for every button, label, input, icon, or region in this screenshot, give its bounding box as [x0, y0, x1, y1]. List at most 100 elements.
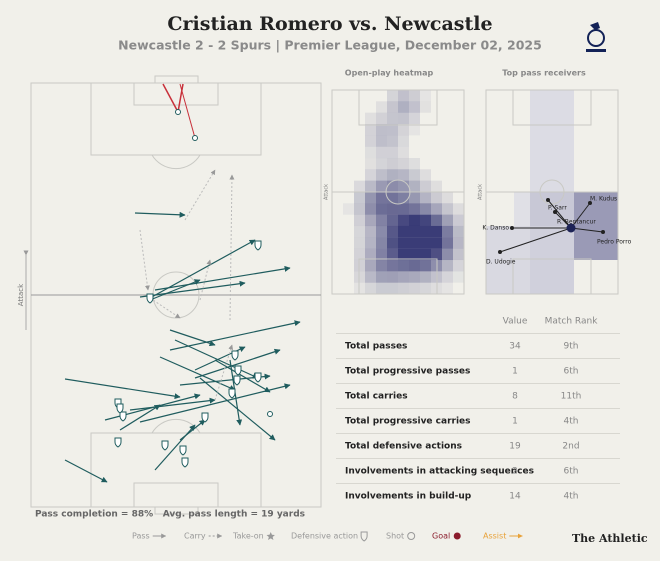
receiver-zones — [486, 90, 618, 294]
heat-cell — [387, 123, 398, 136]
heat-cell — [420, 203, 431, 215]
heat-cell — [376, 135, 387, 147]
heat-cell — [365, 237, 376, 249]
heat-cell — [376, 214, 387, 227]
heat-cell — [354, 248, 365, 261]
heat-cell — [387, 169, 398, 181]
heat-cell — [387, 259, 398, 272]
heat-cell — [387, 146, 398, 159]
row-rank: 4th — [564, 492, 579, 502]
pass — [129, 397, 216, 411]
direction-label: Attack — [324, 184, 330, 200]
heat-cell — [376, 112, 387, 125]
heat-cell — [376, 157, 387, 170]
legend-label: Shot — [386, 532, 404, 541]
shot — [175, 109, 181, 115]
heat-cell — [409, 248, 420, 261]
pass-link — [499, 227, 572, 253]
heat-cell — [398, 112, 409, 125]
heat-cell — [354, 203, 365, 215]
row-label: Involvements in build-up — [345, 492, 472, 502]
heat-cell — [387, 271, 398, 283]
heat-cell — [354, 180, 365, 193]
heat-cell — [398, 237, 409, 249]
defensive-action — [179, 445, 187, 456]
column-header: Value — [503, 317, 528, 327]
club-crest — [586, 22, 606, 52]
heat-cell — [442, 259, 453, 272]
heat-cell — [387, 112, 398, 125]
receiver-node — [601, 230, 605, 234]
heat-cell — [398, 123, 409, 136]
heat-cell — [376, 225, 387, 238]
heat-cell — [343, 203, 354, 215]
avg-pass-length: Avg. pass length = 19 yards — [163, 510, 305, 520]
heat-cell — [398, 191, 409, 204]
heat-cell — [398, 90, 409, 102]
row-value: 1 — [512, 417, 518, 427]
row-value: 2 — [512, 467, 518, 477]
heat-cell — [354, 225, 365, 238]
heat-cell — [431, 237, 442, 249]
heat-cell — [354, 214, 365, 227]
subtitle: Newcastle 2 - 2 Spurs | Premier League, … — [118, 38, 542, 53]
heat-cell — [387, 180, 398, 193]
heat-cell — [376, 191, 387, 204]
pass — [149, 279, 201, 301]
pass-link — [570, 227, 604, 233]
row-value: 14 — [509, 492, 521, 502]
goal-line — [177, 83, 184, 113]
focus-node — [566, 223, 576, 233]
heat-cell — [442, 203, 453, 215]
pass — [134, 211, 186, 218]
defensive-action — [231, 350, 239, 361]
heat-cell — [398, 259, 409, 272]
heat-cell — [387, 157, 398, 170]
pass-link — [547, 199, 572, 229]
heat-cell — [409, 282, 420, 295]
heat-cell — [409, 101, 420, 113]
defensive-action — [181, 457, 189, 468]
shot — [267, 411, 273, 417]
heat-cell — [409, 237, 420, 249]
pass — [214, 359, 271, 393]
heat-cell — [453, 225, 464, 238]
pass — [139, 280, 246, 298]
row-label: Total passes — [345, 342, 407, 352]
heat-cell — [453, 214, 464, 227]
heat-cell — [365, 259, 376, 272]
defensive-action — [234, 365, 242, 376]
heat-cell — [365, 135, 376, 147]
column-header: Match Rank — [545, 317, 599, 327]
heat-cell — [387, 282, 398, 295]
heat-cell — [387, 248, 398, 261]
pass-completion: Pass completion = 88% — [35, 510, 153, 520]
receivers-title: Top pass receivers — [502, 69, 586, 78]
pass — [154, 424, 196, 471]
receivers-pitch — [485, 89, 619, 295]
row-rank: 4th — [564, 417, 579, 427]
heat-cell — [365, 203, 376, 215]
brand: The Athletic — [572, 532, 648, 545]
pass — [64, 459, 108, 483]
heat-cell — [420, 169, 431, 181]
heat-cell — [420, 90, 431, 102]
heat-cell — [376, 259, 387, 272]
carry — [199, 259, 212, 301]
heat-cell — [431, 180, 442, 193]
heat-cell — [453, 203, 464, 215]
heat-cell — [398, 248, 409, 261]
legend-label: Assist — [483, 532, 506, 541]
row-label: Involvements in attacking sequences — [345, 467, 534, 477]
heatmap-title: Open-play heatmap — [345, 69, 434, 78]
heat-cell — [431, 214, 442, 227]
heat-cell — [420, 259, 431, 272]
row-value: 1 — [512, 367, 518, 377]
heat-cell — [409, 191, 420, 204]
row-label: Total carries — [345, 392, 408, 402]
defensive-action — [114, 437, 122, 448]
heat-cell — [365, 225, 376, 238]
events — [64, 83, 301, 483]
pass — [154, 265, 291, 291]
legend: Pass Carry Take-on Defensive action Shot Goal… — [132, 531, 523, 542]
